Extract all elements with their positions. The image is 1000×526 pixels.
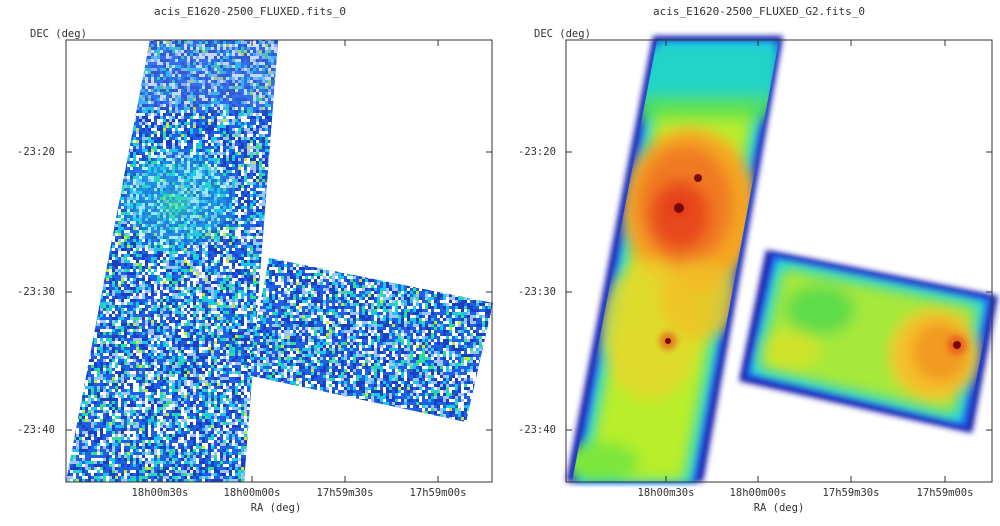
hotspot xyxy=(953,341,961,349)
x-tick-label: 17h59m00s xyxy=(410,487,467,499)
chart-title: acis_E1620-2500_FLUXED.fits_0 xyxy=(154,5,346,18)
left-chart: acis_E1620-2500_FLUXED.fits_0 DEC (deg) … xyxy=(17,5,500,514)
hotspot xyxy=(694,174,702,182)
hotspot xyxy=(665,338,671,344)
y-tick-label: -23:40 xyxy=(17,424,55,436)
chart-title: acis_E1620-2500_FLUXED_G2.fits_0 xyxy=(653,5,865,18)
y-axis-label: DEC (deg) xyxy=(534,28,591,40)
x-tick-label: 17h59m30s xyxy=(317,487,374,499)
x-tick-label: 18h00m30s xyxy=(132,487,189,499)
x-tick-label: 17h59m00s xyxy=(917,487,974,499)
heatmap-image xyxy=(40,30,500,490)
y-tick-label: -23:30 xyxy=(518,286,556,298)
y-tick-label: -23:30 xyxy=(17,286,55,298)
y-tick-label: -23:40 xyxy=(518,424,556,436)
hotspot xyxy=(674,203,684,213)
y-axis-label: DEC (deg) xyxy=(30,28,87,40)
x-axis-label: RA (deg) xyxy=(251,502,302,514)
heatmap-image xyxy=(560,36,998,482)
x-axis-label: RA (deg) xyxy=(754,502,805,514)
y-tick-label: -23:20 xyxy=(518,146,556,158)
y-tick-label: -23:20 xyxy=(17,146,55,158)
x-tick-label: 17h59m30s xyxy=(823,487,880,499)
x-tick-label: 18h00m00s xyxy=(224,487,281,499)
x-tick-label: 18h00m30s xyxy=(638,487,695,499)
x-tick-label: 18h00m00s xyxy=(730,487,787,499)
right-chart: acis_E1620-2500_FLUXED_G2.fits_0 xyxy=(518,5,998,514)
